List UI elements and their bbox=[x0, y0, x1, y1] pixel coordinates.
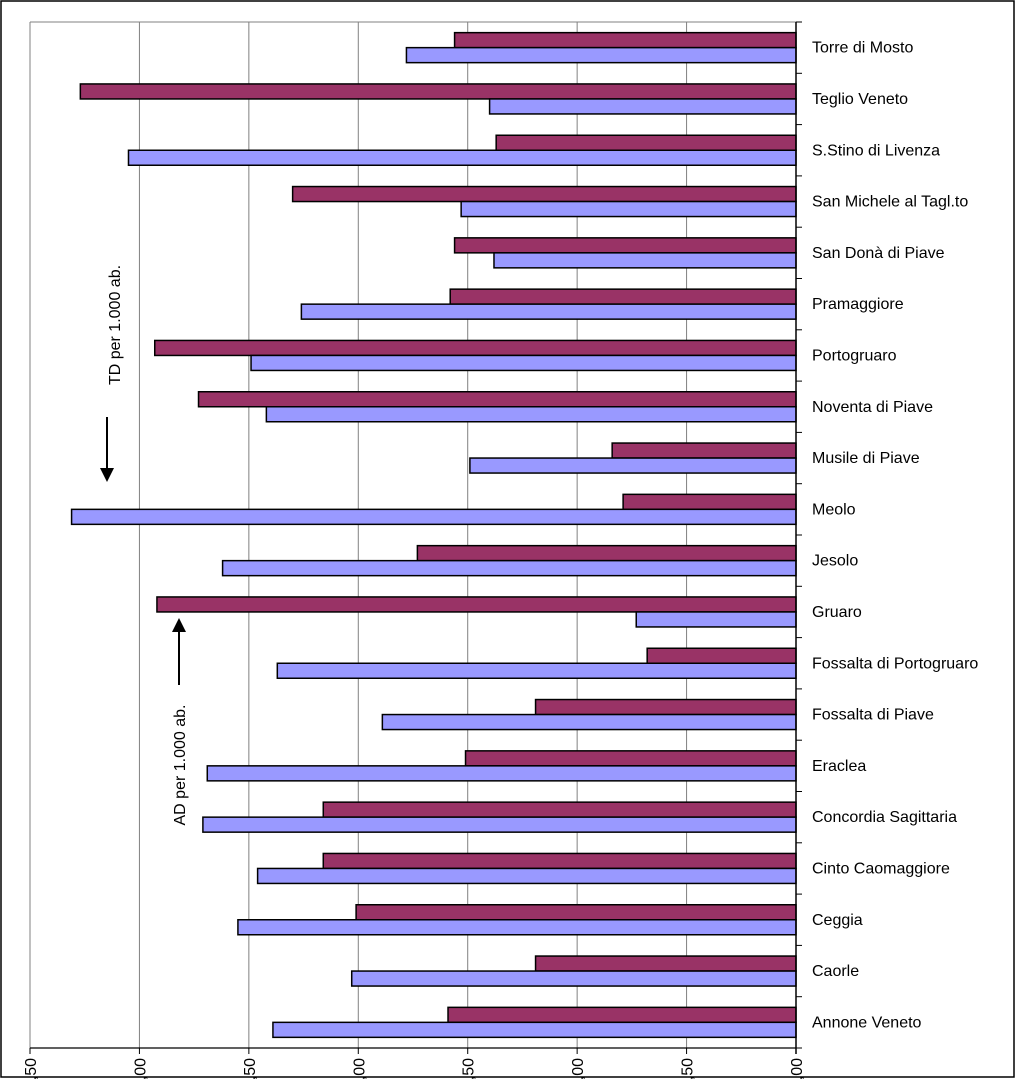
x-tick-label: 1,00 bbox=[570, 1058, 587, 1079]
bar-series-1 bbox=[355, 904, 797, 921]
bar-series-2 bbox=[256, 867, 797, 885]
bar-series-1 bbox=[646, 647, 797, 664]
bar-series-2 bbox=[237, 919, 797, 936]
bar-series-1 bbox=[464, 750, 797, 767]
category-label: Cinto Caomaggiore bbox=[812, 860, 950, 877]
x-tick-label: 3,50 bbox=[23, 1058, 40, 1079]
bar-series-1 bbox=[197, 391, 797, 408]
category-label: Noventa di Piave bbox=[812, 399, 933, 416]
bar-series-1 bbox=[153, 339, 797, 357]
bar-series-2 bbox=[350, 970, 797, 987]
bar-series-1 bbox=[416, 544, 797, 562]
category-label: Fossalta di Portogruaro bbox=[812, 655, 978, 672]
bar-series-2 bbox=[493, 252, 797, 269]
annotation-ad-arrow-head bbox=[172, 618, 186, 632]
x-tick-label: 0,00 bbox=[789, 1058, 806, 1079]
x-tick-label: 3,00 bbox=[132, 1058, 149, 1079]
bar-series-1 bbox=[156, 596, 797, 613]
bar-series-2 bbox=[381, 713, 797, 731]
bar-series-2 bbox=[70, 508, 797, 526]
x-tick-label: 2,50 bbox=[242, 1058, 259, 1079]
category-label: Eraclea bbox=[812, 758, 866, 775]
bar-series-1 bbox=[322, 801, 797, 818]
bar-series-1 bbox=[453, 237, 797, 254]
x-tick-labels: 0,00 0,50 1,00 1,50 2,00 2,50 3,00 3,50 bbox=[23, 1058, 806, 1079]
annotation-td-label: TD per 1.000 ab. bbox=[107, 265, 124, 385]
annotation-ad-label: AD per 1.000 ab. bbox=[172, 705, 189, 826]
axes bbox=[29, 21, 802, 1054]
bar-series-1 bbox=[534, 955, 797, 972]
category-label: Fossalta di Piave bbox=[812, 707, 934, 724]
bar-series-2 bbox=[460, 200, 797, 218]
bar-series-2 bbox=[272, 1021, 797, 1039]
category-label: Ceggia bbox=[812, 912, 863, 929]
bar-series-1 bbox=[447, 1006, 797, 1024]
category-label: Jesolo bbox=[812, 553, 858, 570]
bar-series-1 bbox=[453, 31, 797, 49]
bar-series-1 bbox=[449, 288, 797, 305]
category-labels: Torre di Mosto Teglio Veneto S.Stino di Li… bbox=[812, 40, 978, 1032]
bar-series-2 bbox=[405, 46, 797, 64]
category-label: Gruaro bbox=[812, 604, 862, 621]
bar-series-1 bbox=[622, 493, 797, 511]
bar-series-1 bbox=[291, 185, 797, 203]
bar-series-1 bbox=[534, 698, 797, 716]
annotation-ad: AD per 1.000 ab. bbox=[172, 618, 189, 825]
bar-series-2 bbox=[276, 662, 797, 679]
category-label: S.Stino di Livenza bbox=[812, 142, 940, 159]
x-tick-label: 0,50 bbox=[680, 1058, 697, 1079]
category-label: Musile di Piave bbox=[812, 450, 920, 467]
bar-series-1 bbox=[495, 134, 797, 151]
bar-series-2 bbox=[265, 406, 797, 423]
category-label: Teglio Veneto bbox=[812, 91, 908, 108]
category-label: San Donà di Piave bbox=[812, 245, 945, 262]
annotation-td: TD per 1.000 ab. bbox=[100, 265, 124, 482]
category-label: Torre di Mosto bbox=[812, 40, 913, 57]
bar-series-1 bbox=[322, 852, 797, 870]
x-tick-label: 1,50 bbox=[461, 1058, 478, 1079]
category-label: San Michele al Tagl.to bbox=[812, 194, 968, 211]
bar-series-2 bbox=[469, 457, 797, 474]
bar-series-2 bbox=[635, 611, 797, 628]
category-label: Caorle bbox=[812, 963, 859, 980]
bars bbox=[70, 31, 797, 1039]
category-label: Meolo bbox=[812, 501, 856, 518]
category-label: Portogruaro bbox=[812, 347, 897, 364]
category-label: Concordia Sagittaria bbox=[812, 809, 957, 826]
category-label: Pramaggiore bbox=[812, 296, 904, 313]
x-tick-label: 2,00 bbox=[351, 1058, 368, 1079]
annotation-td-arrow-head bbox=[100, 468, 114, 482]
bar-series-2 bbox=[127, 149, 797, 166]
bar-series-1 bbox=[611, 442, 797, 459]
bar-series-2 bbox=[250, 354, 797, 372]
bar-series-2 bbox=[300, 303, 797, 320]
bar-series-2 bbox=[206, 765, 797, 782]
bar-series-2 bbox=[488, 98, 797, 115]
category-label: Annone Veneto bbox=[812, 1014, 922, 1031]
bar-series-2 bbox=[221, 559, 797, 577]
bar-series-1 bbox=[79, 83, 797, 100]
bar-series-2 bbox=[202, 816, 797, 833]
